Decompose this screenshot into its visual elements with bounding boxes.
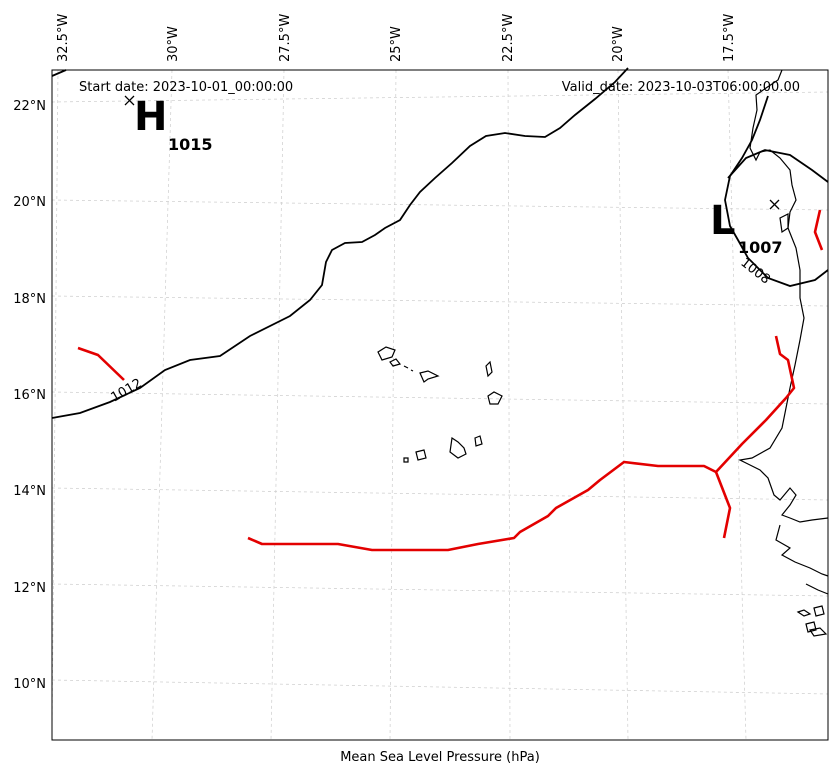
graticule: [51, 69, 829, 741]
lon-label: 30°W: [166, 26, 181, 62]
high-pressure-center: H 1015: [124, 94, 213, 154]
lat-label: 10°N: [13, 677, 46, 692]
island-small-3: [805, 621, 817, 633]
isobars: [51, 67, 829, 419]
cape-verde-sao-nicolau: [419, 370, 440, 383]
cape-verde-sao-vicente: [389, 358, 402, 367]
fronts: [77, 209, 824, 552]
guinea-coast: [775, 524, 829, 577]
x-icon: [769, 199, 780, 210]
lon-label: 20°W: [611, 26, 626, 62]
valid-date: Valid_date: 2023-10-03T06:00:00.00: [562, 80, 800, 95]
islet: [403, 365, 414, 372]
map-title: Mean Sea Level Pressure (hPa): [340, 750, 540, 765]
lat-label: 22°N: [13, 99, 46, 114]
coast-detail: [805, 583, 829, 595]
lon-label: 32.5°W: [56, 14, 71, 62]
cape-verde-boa-vista: [487, 391, 503, 405]
x-icon: [124, 95, 135, 106]
isobar-1008: [724, 95, 829, 287]
lat-label: 20°N: [13, 195, 46, 210]
isobar-low-east: [727, 149, 829, 183]
lon-label: 25°W: [389, 26, 404, 62]
lon-label: 27.5°W: [278, 14, 293, 62]
front-west: [77, 346, 125, 381]
front-east: [813, 209, 824, 251]
map-frame: [51, 69, 829, 741]
cape-verde-maio: [474, 435, 483, 447]
island-small-1: [796, 609, 812, 617]
cape-verde-fogo: [415, 449, 427, 461]
coastlines: [377, 69, 829, 637]
latitude-labels: 22°N 20°N 18°N 16°N 14°N 12°N 10°N: [13, 99, 46, 692]
island-small-4: [809, 627, 828, 637]
cape-verde-sal: [485, 360, 493, 378]
lat-label: 12°N: [13, 581, 46, 596]
cape-verde-santo-antao: [377, 346, 396, 361]
front-south-branch: [714, 471, 732, 539]
island-small-2: [813, 605, 825, 617]
high-letter: H: [134, 94, 167, 140]
coastal-lagoon: [779, 213, 789, 234]
west-africa-coast: [738, 69, 829, 523]
lon-label: 22.5°W: [501, 14, 516, 62]
lat-label: 18°N: [13, 292, 46, 307]
high-value: 1015: [168, 135, 213, 154]
lat-label: 16°N: [13, 388, 46, 403]
isobar-1012: [51, 67, 629, 419]
low-value: 1007: [738, 238, 783, 257]
cape-verde-santiago: [449, 436, 467, 459]
front-main: [247, 335, 796, 552]
cape-verde-brava: [403, 457, 409, 463]
start-date: Start date: 2023-10-01_00:00:00: [79, 80, 293, 95]
contour-label-1012: 1012: [109, 376, 145, 406]
isobar-upper-left: [51, 69, 67, 77]
low-pressure-center: L 1007: [710, 198, 783, 257]
lat-label: 14°N: [13, 484, 46, 499]
lon-label: 17.5°W: [722, 14, 737, 62]
low-letter: L: [710, 198, 736, 244]
longitude-labels: 32.5°W 30°W 27.5°W 25°W 22.5°W 20°W 17.5…: [56, 14, 737, 62]
contour-label-1008: 1008: [738, 255, 773, 287]
